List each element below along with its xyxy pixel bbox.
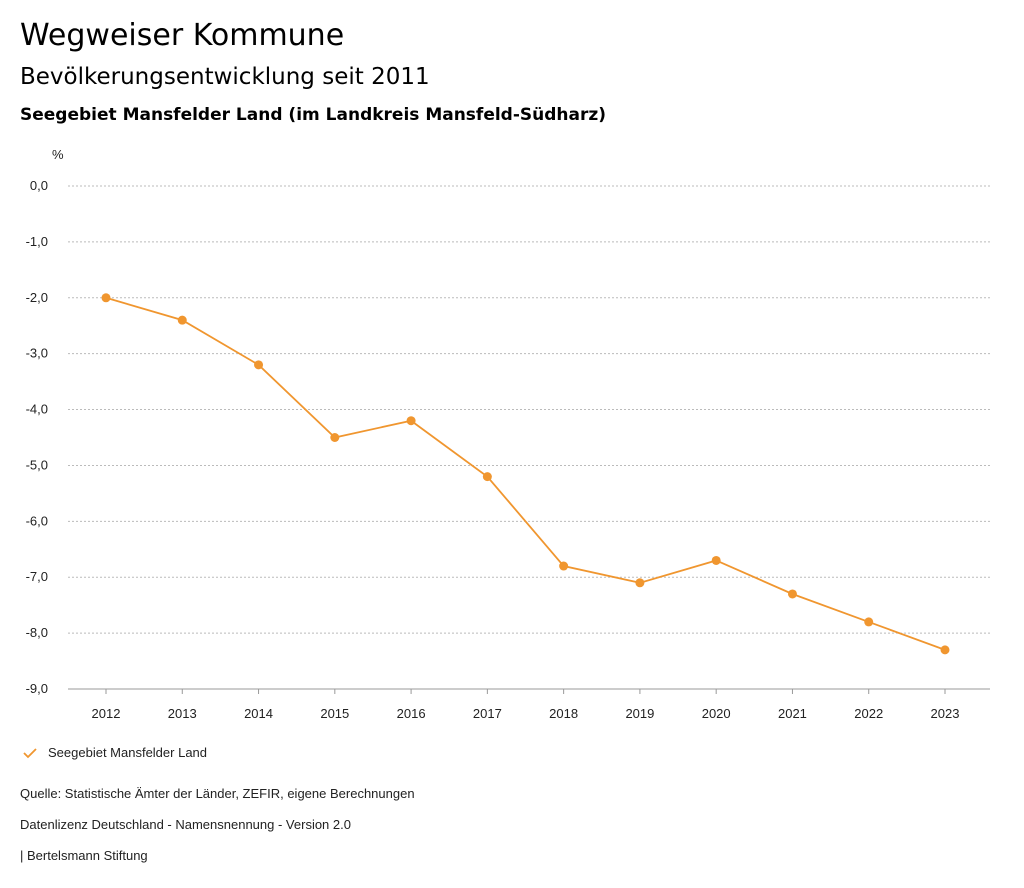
y-tick-label: -5,0 xyxy=(26,457,48,472)
x-tick-label: 2018 xyxy=(549,706,578,721)
data-point[interactable] xyxy=(406,416,416,426)
data-point[interactable] xyxy=(482,472,492,482)
line-chart: % 0,0 -1,0 -2,0 -3,0 -4,0 -5,0 -6,0 -7,0 -8,0 -9,… xyxy=(26,147,990,721)
data-point[interactable] xyxy=(711,555,721,565)
x-tick-label: 2015 xyxy=(320,706,349,721)
y-axis-unit: % xyxy=(52,147,64,162)
y-tick-label: -7,0 xyxy=(26,569,48,584)
x-tick-label: 2012 xyxy=(92,706,121,721)
y-tick-label: -3,0 xyxy=(26,346,48,361)
x-tick-label: 2022 xyxy=(854,706,883,721)
x-tick-label: 2023 xyxy=(931,706,960,721)
source-note: Quelle: Statistische Ämter der Länder, Z… xyxy=(20,786,415,801)
data-point[interactable] xyxy=(330,433,340,442)
data-point[interactable] xyxy=(559,561,569,571)
license-note[interactable]: Datenlizenz Deutschland - Namensnennung … xyxy=(20,817,351,832)
x-tick-label: 2019 xyxy=(625,706,654,721)
chart-subtitle: Bevölkerungsentwicklung seit 2011 xyxy=(20,64,430,90)
data-point[interactable] xyxy=(864,617,874,627)
data-point[interactable] xyxy=(101,293,111,303)
data-point[interactable] xyxy=(177,315,187,325)
page-title: Wegweiser Kommune xyxy=(20,18,345,53)
y-tick-label: -4,0 xyxy=(26,402,48,417)
x-tick-label: 2014 xyxy=(244,706,273,721)
x-tick-label: 2016 xyxy=(397,706,426,721)
x-tick-label: 2013 xyxy=(168,706,197,721)
x-tick-label: 2017 xyxy=(473,706,502,721)
data-point[interactable] xyxy=(635,578,645,588)
y-tick-label: -2,0 xyxy=(26,290,48,305)
x-tick-label: 2020 xyxy=(702,706,731,721)
x-tick-label: 2021 xyxy=(778,706,807,721)
series-line xyxy=(105,296,946,651)
brand-note[interactable]: | Bertelsmann Stiftung xyxy=(20,848,148,863)
check-icon xyxy=(23,747,37,758)
data-point[interactable] xyxy=(940,645,950,655)
y-tick-label: -6,0 xyxy=(26,513,48,528)
data-point[interactable] xyxy=(787,589,797,599)
y-tick-label: -8,0 xyxy=(26,625,48,640)
y-tick-label: 0,0 xyxy=(30,178,48,193)
region-title: Seegebiet Mansfelder Land (im Landkreis … xyxy=(20,105,607,125)
legend-item[interactable]: Seegebiet Mansfelder Land xyxy=(22,745,207,760)
data-point[interactable] xyxy=(254,360,264,370)
y-tick-label: -1,0 xyxy=(26,234,48,249)
legend-label: Seegebiet Mansfelder Land xyxy=(48,745,208,760)
y-tick-label: -9,0 xyxy=(26,681,48,696)
